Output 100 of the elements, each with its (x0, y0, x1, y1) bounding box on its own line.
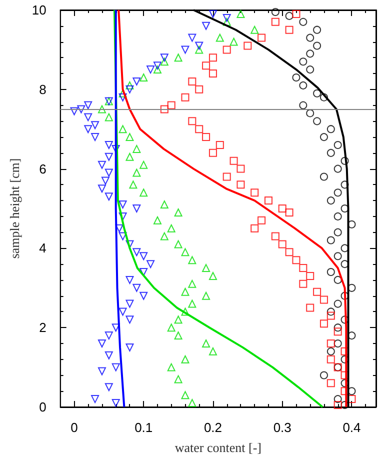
point (334, 212, 342, 220)
point (115, 224, 124, 232)
point (326, 379, 335, 388)
point (340, 180, 349, 189)
point (326, 148, 335, 157)
point (334, 328, 342, 336)
point (313, 89, 322, 98)
point (216, 34, 224, 42)
point (160, 54, 168, 62)
point (244, 42, 252, 50)
point (91, 121, 100, 130)
x-tick-label: 0.3 (273, 420, 292, 435)
point (112, 363, 120, 372)
point (258, 216, 266, 224)
x-tick-label: 0.2 (204, 420, 222, 435)
point (188, 300, 196, 308)
point (334, 252, 342, 260)
point (98, 339, 106, 348)
point (195, 42, 204, 50)
point (104, 152, 113, 161)
point (271, 232, 280, 240)
point (236, 10, 245, 18)
y-tick-label: 2 (39, 320, 46, 336)
point (98, 184, 106, 193)
point (326, 308, 335, 316)
point (132, 284, 141, 292)
point (285, 208, 294, 216)
point (334, 395, 342, 404)
point (98, 105, 106, 114)
point (118, 232, 127, 240)
point (326, 236, 335, 244)
point (230, 156, 238, 165)
point (188, 280, 196, 288)
point (126, 300, 134, 308)
point (208, 54, 217, 62)
point (126, 240, 134, 248)
point (208, 148, 217, 157)
point (208, 272, 217, 280)
point (271, 8, 280, 16)
point (181, 46, 190, 54)
point (132, 144, 141, 153)
point (91, 395, 100, 404)
point (313, 26, 322, 34)
point (299, 18, 308, 26)
point (181, 248, 190, 256)
point (174, 240, 182, 248)
point (160, 232, 168, 240)
point (188, 117, 196, 126)
point (334, 140, 342, 149)
point (320, 320, 328, 328)
point (334, 300, 342, 308)
point (153, 66, 162, 74)
point (313, 42, 322, 50)
point (132, 168, 141, 177)
point (326, 268, 335, 276)
line-series (114, 9, 126, 408)
point (326, 312, 335, 320)
point (334, 276, 342, 284)
point (299, 264, 308, 272)
point (153, 216, 162, 224)
point (258, 34, 266, 42)
point (91, 133, 100, 142)
point (271, 18, 280, 26)
point (264, 196, 272, 205)
point (104, 113, 113, 122)
point (126, 343, 134, 352)
point (299, 101, 308, 110)
point (140, 160, 148, 169)
point (250, 224, 259, 232)
point (104, 140, 113, 149)
point (126, 152, 134, 161)
point (299, 81, 308, 90)
point (167, 224, 176, 232)
point (202, 339, 210, 348)
point (195, 46, 204, 54)
point (126, 316, 134, 324)
point (140, 252, 148, 260)
y-tick-label: 8 (39, 82, 46, 97)
point (146, 260, 155, 268)
point (326, 347, 335, 356)
point (278, 204, 286, 212)
point (126, 85, 134, 94)
point (334, 228, 342, 236)
point (112, 399, 120, 408)
point (118, 93, 127, 102)
point (313, 117, 322, 126)
point (313, 288, 322, 296)
point (167, 363, 176, 372)
point (222, 18, 231, 26)
point (84, 101, 92, 110)
point (299, 280, 308, 288)
point (208, 10, 217, 18)
point (126, 276, 134, 284)
point (320, 133, 328, 142)
point (174, 208, 182, 216)
point (84, 113, 92, 122)
point (334, 324, 342, 332)
y-tick-label: 4 (39, 240, 46, 256)
point (195, 125, 204, 134)
point (126, 81, 134, 90)
